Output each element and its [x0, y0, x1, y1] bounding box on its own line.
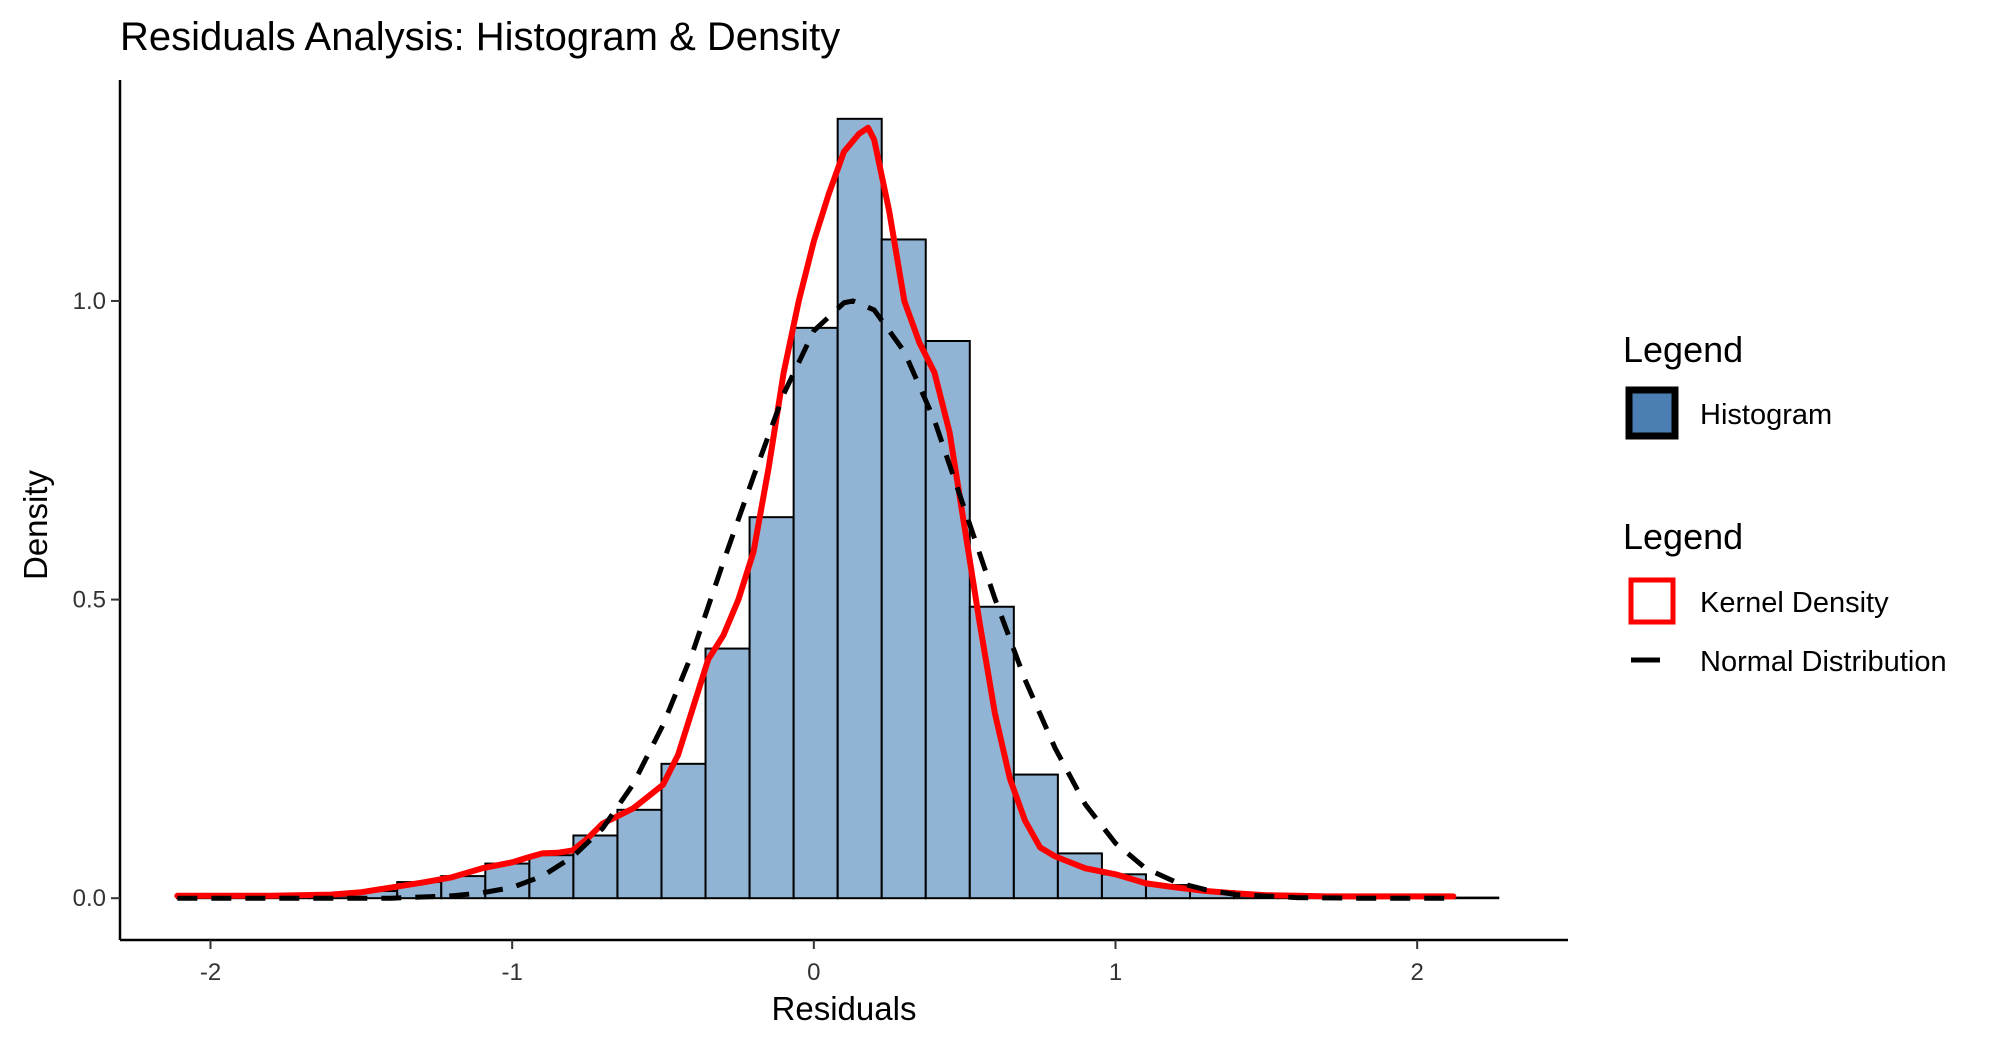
normal-distribution-line: [177, 298, 1454, 901]
histogram-bar-8: [528, 854, 575, 900]
y-axis-title: Density: [17, 469, 54, 580]
x-tick-label-3: 1: [1109, 959, 1122, 986]
legend-label-normal-distribution: Normal Distribution: [1700, 646, 1947, 678]
y-tick-label-1: 0.5: [73, 587, 106, 614]
histogram-bar-15: [836, 117, 883, 900]
x-tick-label-0: -2: [200, 959, 221, 986]
histogram-bar-16: [880, 238, 927, 900]
kernel-density-line: [174, 124, 1457, 900]
legend-title-histogram: Legend: [1623, 329, 1743, 370]
legend-label-histogram: Histogram: [1700, 399, 1832, 431]
histogram-bar-12: [704, 647, 751, 900]
legend: Legend Histogram Legend Kernel Density N…: [1623, 329, 1947, 678]
x-tick-label-1: -1: [501, 959, 522, 986]
axes: -2 -1 0 1 2 0.0 0.5 1.0: [73, 80, 1568, 986]
x-axis-title: Residuals: [772, 990, 917, 1027]
histogram-bar-11: [660, 762, 707, 900]
legend-label-kernel-density: Kernel Density: [1700, 587, 1889, 619]
legend-key-histogram: [1625, 386, 1679, 440]
legend-title-lines: Legend: [1623, 516, 1743, 557]
histogram-bar-18: [968, 605, 1015, 900]
chart-title: Residuals Analysis: Histogram & Density: [120, 15, 840, 59]
histogram-bar-10: [616, 808, 663, 900]
x-tick-label-4: 2: [1410, 959, 1423, 986]
histogram-bar-29: [1453, 896, 1500, 900]
y-tick-label-0: 0.0: [73, 885, 106, 912]
y-tick-label-2: 1.0: [73, 288, 106, 315]
legend-key-kernel-density: [1628, 577, 1676, 625]
histogram-bar-13: [748, 516, 795, 900]
histogram-bar-14: [792, 326, 839, 900]
plot-area: [174, 117, 1500, 901]
x-tick-label-2: 0: [807, 959, 820, 986]
